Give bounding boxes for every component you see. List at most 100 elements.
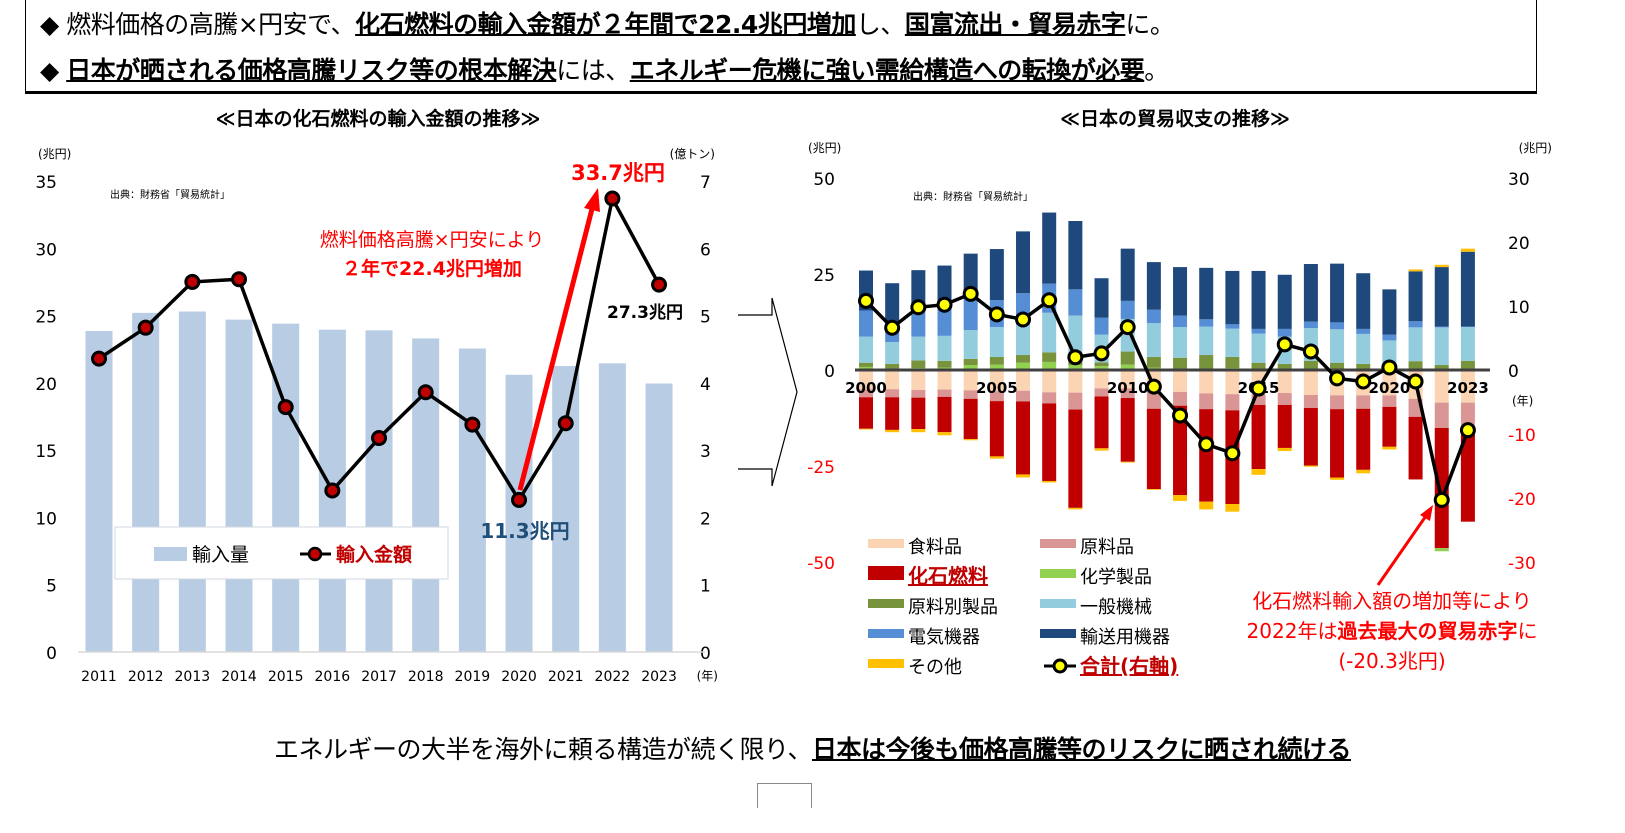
total-point (1329, 370, 1346, 387)
legend-label: その他 (908, 657, 962, 678)
stack-segment (1251, 469, 1266, 475)
stack-segment (989, 401, 1004, 457)
left-legend: 輸入量 輸入金額 (114, 526, 449, 580)
total-point (1041, 292, 1058, 309)
legend-label: 化学製品 (1080, 567, 1152, 588)
volume-bar (132, 312, 160, 652)
annotation-line-3: (-20.3兆円) (1338, 649, 1445, 673)
stack-segment (911, 429, 926, 433)
annotation-arrow (1376, 512, 1430, 586)
stack-segment (1382, 395, 1397, 407)
stack-segment (1016, 355, 1031, 363)
text: に。 (1125, 10, 1175, 39)
volume-bar (598, 363, 626, 652)
volume-bar (272, 323, 300, 652)
stack-segment (1330, 409, 1345, 478)
total-point (1302, 343, 1319, 360)
stack-segment (1173, 391, 1188, 406)
stack-segment (989, 326, 1004, 357)
stack-segment (1068, 370, 1083, 393)
stack-segment (1382, 334, 1397, 341)
stack-segment (963, 358, 978, 366)
stack-segment (1251, 404, 1266, 470)
stack-segment (963, 365, 978, 370)
stack-segment (1303, 394, 1318, 409)
volume-bar (552, 366, 580, 652)
stack-segment (859, 310, 873, 337)
stack-segment (937, 432, 952, 436)
stack-segment (1042, 392, 1057, 404)
legend-label: 電気機器 (908, 627, 980, 648)
stack-segment (1199, 326, 1214, 356)
stack-segment (989, 391, 1004, 402)
stack-segment (1225, 356, 1240, 369)
stack-segment (937, 335, 952, 361)
volume-bar (225, 319, 253, 652)
stack-segment (1094, 317, 1109, 335)
legend-swatch (1040, 569, 1076, 578)
stack-segment (1016, 231, 1031, 294)
stack-segment (937, 304, 952, 336)
stack-segment (937, 389, 952, 397)
stack-segment (989, 356, 1004, 365)
stack-segment (1356, 333, 1371, 364)
stack-segment (1199, 319, 1214, 327)
stack-segment (1277, 328, 1292, 337)
volume-bar (505, 374, 533, 652)
right-chart-left-unit: (兆円) (808, 141, 841, 155)
stack-segment (1042, 480, 1057, 483)
right-y-tick: 10 (1508, 298, 1530, 318)
last-value-label: 27.3兆円 (607, 303, 683, 323)
stack-segment (1146, 262, 1161, 310)
x-tick-label: 2012 (128, 669, 164, 685)
right-y-tick: -30 (1508, 554, 1536, 574)
stack-segment (1382, 446, 1397, 450)
right-y-tick: 0 (700, 644, 711, 664)
volume-bar (458, 348, 486, 652)
legend-label: 食料品 (908, 537, 962, 558)
stack-segment (1356, 363, 1371, 370)
legend-swatch (868, 629, 904, 638)
total-point (884, 319, 901, 336)
stack-segment (1382, 406, 1397, 447)
stack-segment (1146, 323, 1161, 357)
stack-segment (963, 398, 978, 440)
right-y-tick: 0 (1508, 362, 1519, 382)
increase-arrow-head-icon (584, 188, 600, 212)
stack-segment (1173, 326, 1188, 358)
stack-segment (1251, 270, 1266, 329)
stack-segment (1330, 395, 1345, 410)
stack-segment (1408, 416, 1423, 480)
note-line-2: ２年で22.4兆円増加 (342, 257, 522, 280)
volume-bar (85, 331, 113, 652)
left-y-tick: 25 (813, 266, 835, 286)
x-tick-label: 2005 (976, 379, 1018, 397)
stack-segment (1094, 388, 1109, 397)
stack-segment (1303, 264, 1318, 322)
right-y-tick: -20 (1508, 490, 1536, 510)
total-point (1172, 407, 1189, 424)
stack-segment (1173, 357, 1188, 369)
x-tick-label: 2010 (1107, 379, 1149, 397)
stack-segment (1356, 273, 1371, 329)
stack-segment (1277, 274, 1292, 329)
stack-segment (1330, 362, 1345, 370)
total-point (936, 296, 953, 313)
amount-point (277, 399, 294, 416)
transition-arrow-icon (738, 297, 798, 487)
summary-box: ◆ 燃料価格の高騰×円安で、化石燃料の輸入金額が２年間で22.4兆円増加し、国富… (25, 0, 1537, 94)
stack-segment (1251, 394, 1266, 405)
stack-segment (1225, 324, 1240, 329)
conclusion-text: エネルギーの大半を海外に頼る構造が続く限り、日本は今後も価格高騰等のリスクに晒さ… (0, 730, 1625, 766)
stack-segment (859, 336, 873, 363)
stack-segment (1434, 402, 1449, 428)
right-y-tick: 6 (700, 240, 711, 260)
x-tick-label: 2014 (221, 669, 257, 685)
stack-segment (1146, 489, 1161, 490)
legend-swatch-volume (154, 547, 187, 561)
total-point (1145, 378, 1162, 395)
stack-segment (1330, 477, 1345, 480)
stack-segment (1408, 271, 1423, 322)
